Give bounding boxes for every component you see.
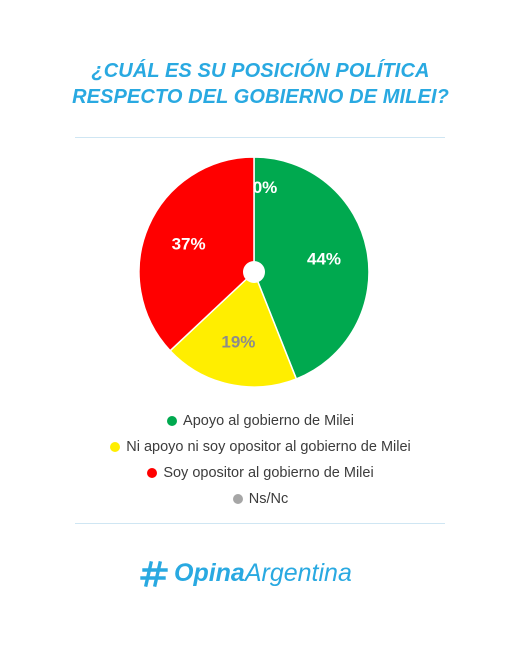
pie-label-ni-apoyo-ni-soy-opositor-al-gobierno-de-milei: 19% bbox=[221, 333, 255, 352]
legend-item-ni-apoyo-ni-soy-opositor-al-gobierno-de-milei: Ni apoyo ni soy opositor al gobierno de … bbox=[0, 434, 521, 460]
pie-label-ns-nc: 0% bbox=[253, 178, 278, 197]
legend-label-ns-nc: Ns/Nc bbox=[248, 491, 289, 507]
bottom-divider bbox=[75, 523, 445, 524]
brand-name-argentina: Argentina bbox=[244, 559, 352, 587]
hashtag-icon bbox=[140, 560, 168, 587]
top-divider bbox=[75, 137, 445, 138]
legend-swatch-ni-apoyo-ni-soy-opositor-al-gobierno-de-milei bbox=[110, 442, 121, 452]
legend-label-apoyo-al-gobierno-de-milei: Apoyo al gobierno de Milei bbox=[183, 413, 354, 429]
chart-title-line-2: RESPECTO DEL GOBIERNO DE MILEI? bbox=[72, 86, 449, 108]
legend-item-ns-nc: Ns/Nc bbox=[0, 486, 521, 512]
pie-center-hole bbox=[243, 261, 265, 283]
chart-title: ¿CUÁL ES SU POSICIÓN POLÍTICA RESPECTO D… bbox=[0, 58, 521, 110]
chart-legend: Apoyo al gobierno de Milei Ni apoyo ni so… bbox=[0, 408, 521, 512]
legend-swatch-ns-nc bbox=[232, 494, 243, 504]
pie-slice-soy-opositor-al-gobierno-de-milei bbox=[138, 156, 255, 352]
chart-title-line-1: ¿CUÁL ES SU POSICIÓN POLÍTICA bbox=[91, 60, 430, 82]
pie-label-apoyo-al-gobierno-de-milei: 44% bbox=[307, 250, 341, 269]
legend-label-ni-apoyo-ni-soy-opositor-al-gobierno-de-milei: Ni apoyo ni soy opositor al gobierno de … bbox=[126, 439, 411, 455]
brand-logo: Opina Argentina bbox=[140, 559, 352, 588]
brand-name-opina: Opina bbox=[174, 559, 245, 587]
legend-swatch-soy-opositor-al-gobierno-de-milei bbox=[147, 468, 158, 478]
legend-item-soy-opositor-al-gobierno-de-milei: Soy opositor al gobierno de Milei bbox=[0, 460, 521, 486]
pie-slice-apoyo-al-gobierno-de-milei bbox=[253, 156, 370, 380]
pie-chart: 44% 19% 37% 0% bbox=[138, 156, 370, 388]
legend-label-soy-opositor-al-gobierno-de-milei: Soy opositor al gobierno de Milei bbox=[163, 465, 374, 481]
legend-item-apoyo-al-gobierno-de-milei: Apoyo al gobierno de Milei bbox=[0, 408, 521, 434]
pie-slice-ni-apoyo-ni-soy-opositor-al-gobierno-de-milei bbox=[169, 270, 298, 388]
legend-swatch-apoyo-al-gobierno-de-milei bbox=[167, 416, 178, 426]
pie-label-soy-opositor-al-gobierno-de-milei: 37% bbox=[172, 235, 206, 254]
